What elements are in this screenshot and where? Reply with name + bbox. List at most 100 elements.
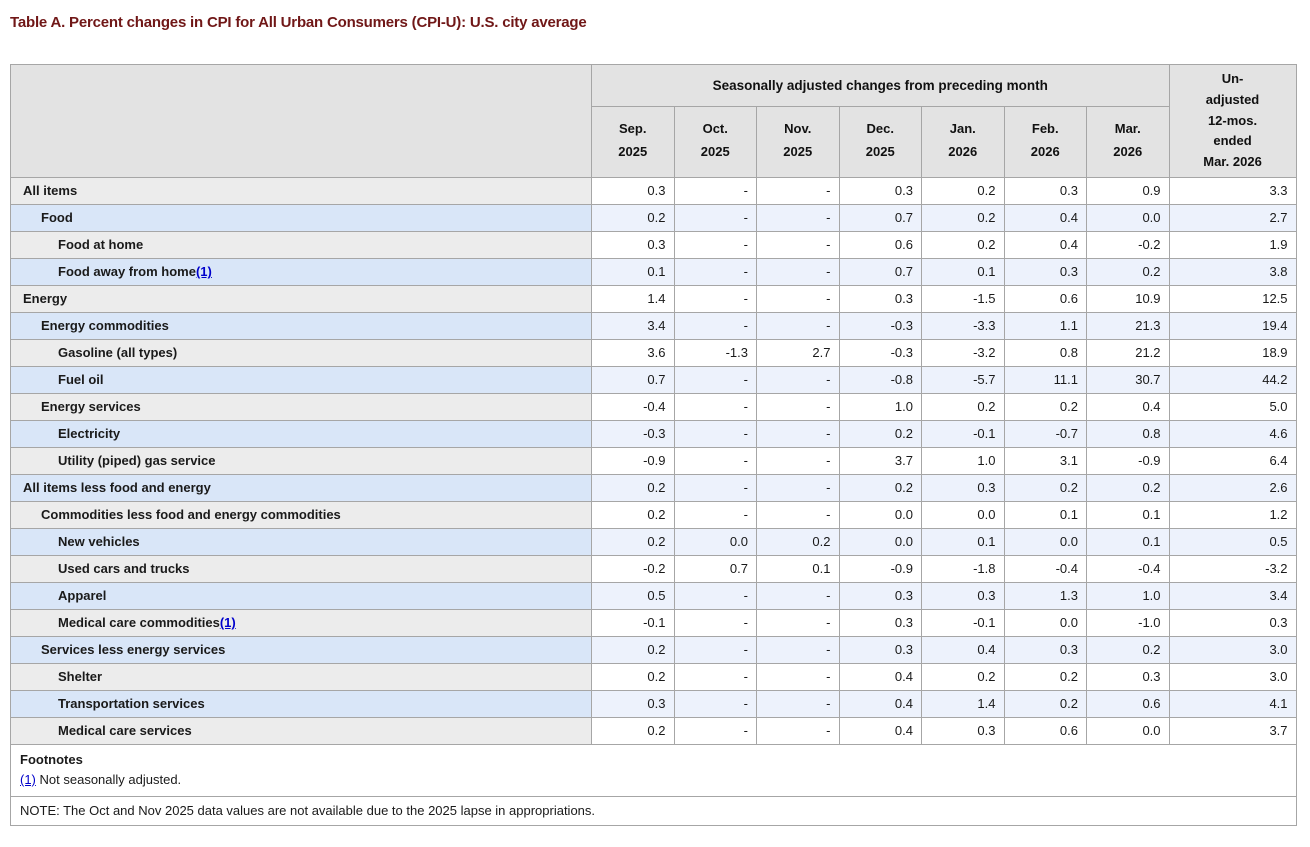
value-cell: - bbox=[673, 284, 757, 313]
column-group-header: Seasonally adjusted changes from precedi… bbox=[591, 63, 1170, 108]
footnote-marker-link[interactable]: (1) bbox=[20, 771, 36, 787]
value-cell: 0.3 bbox=[921, 473, 1005, 502]
value-cell: 3.3 bbox=[1168, 176, 1297, 205]
value-cell: - bbox=[673, 446, 757, 475]
value-cell: 0.2 bbox=[591, 203, 675, 232]
value-cell: 4.1 bbox=[1168, 689, 1297, 718]
value-cell: -0.3 bbox=[591, 419, 675, 448]
value-cell: -0.1 bbox=[921, 608, 1005, 637]
value-cell: 0.2 bbox=[921, 176, 1005, 205]
row-label: Food bbox=[10, 203, 592, 232]
cpi-table: Seasonally adjusted changes from precedi… bbox=[10, 63, 1297, 826]
value-cell: 0.3 bbox=[838, 176, 922, 205]
value-cell: 0.3 bbox=[591, 689, 675, 718]
column-header: Jan. 2026 bbox=[921, 106, 1005, 178]
value-cell: 1.0 bbox=[921, 446, 1005, 475]
value-cell: 0.4 bbox=[838, 716, 922, 745]
value-cell: 0.4 bbox=[921, 635, 1005, 664]
value-cell: 0.3 bbox=[591, 176, 675, 205]
value-cell: -0.2 bbox=[591, 554, 675, 583]
row-label: Food away from home(1) bbox=[10, 257, 592, 286]
table-row: Transportation services 0.3- -0.4 1.4 0.2 0.6… bbox=[10, 689, 1297, 718]
value-cell: - bbox=[756, 473, 840, 502]
value-cell: -0.9 bbox=[591, 446, 675, 475]
table-row: Food at home 0.3- -0.6 0.2 0.4 -0.2 1.9 bbox=[10, 230, 1297, 259]
row-label: Energy commodities bbox=[10, 311, 592, 340]
value-cell: -0.4 bbox=[1003, 554, 1087, 583]
value-cell: 21.2 bbox=[1086, 338, 1170, 367]
value-cell: 0.2 bbox=[591, 473, 675, 502]
value-cell: -0.3 bbox=[838, 311, 922, 340]
value-cell: 1.1 bbox=[1003, 311, 1087, 340]
value-cell: 1.2 bbox=[1168, 500, 1297, 529]
value-cell: 3.0 bbox=[1168, 662, 1297, 691]
value-cell: 0.3 bbox=[838, 608, 922, 637]
column-header: Oct. 2025 bbox=[673, 106, 757, 178]
value-cell: - bbox=[756, 311, 840, 340]
value-cell: 0.9 bbox=[1086, 176, 1170, 205]
value-cell: 21.3 bbox=[1086, 311, 1170, 340]
footnotes-heading: Footnotes bbox=[20, 751, 83, 767]
value-cell: - bbox=[756, 716, 840, 745]
value-cell: 0.3 bbox=[1003, 176, 1087, 205]
value-cell: -0.8 bbox=[838, 365, 922, 394]
column-header: Feb. 2026 bbox=[1003, 106, 1087, 178]
footnotes-section: Footnotes (1) Not seasonally adjusted. bbox=[10, 743, 1297, 797]
value-cell: -0.3 bbox=[838, 338, 922, 367]
row-label: Electricity bbox=[10, 419, 592, 448]
value-cell: 1.9 bbox=[1168, 230, 1297, 259]
value-cell: - bbox=[756, 365, 840, 394]
value-cell: - bbox=[673, 716, 757, 745]
value-cell: -0.2 bbox=[1086, 230, 1170, 259]
table-row: Utility (piped) gas service -0.9- -3.7 1.0 3… bbox=[10, 446, 1297, 475]
value-cell: - bbox=[673, 392, 757, 421]
row-label: Fuel oil bbox=[10, 365, 592, 394]
value-cell: 0.3 bbox=[1003, 257, 1087, 286]
value-cell: 0.2 bbox=[921, 662, 1005, 691]
column-header-unadjusted: Un- adjusted 12-mos. ended Mar. 2026 bbox=[1168, 64, 1297, 178]
value-cell: 0.2 bbox=[1003, 392, 1087, 421]
value-cell: 0.0 bbox=[1086, 716, 1170, 745]
value-cell: 0.4 bbox=[838, 689, 922, 718]
value-cell: 2.7 bbox=[756, 338, 840, 367]
value-cell: 0.1 bbox=[921, 527, 1005, 556]
value-cell: 5.0 bbox=[1168, 392, 1297, 421]
value-cell: 0.1 bbox=[1003, 500, 1087, 529]
footnote-link[interactable]: (1) bbox=[219, 615, 236, 631]
value-cell: 44.2 bbox=[1168, 365, 1297, 394]
row-label: Medical care commodities(1) bbox=[10, 608, 592, 637]
value-cell: - bbox=[673, 689, 757, 718]
table-row: New vehicles 0.2 0.0 0.2 0.0 0.1 0.0 0.1 0.5 bbox=[10, 527, 1297, 556]
value-cell: 0.0 bbox=[1086, 203, 1170, 232]
footnote-link[interactable]: (1) bbox=[195, 264, 212, 280]
value-cell: 0.2 bbox=[921, 392, 1005, 421]
table-row: Commodities less food and energy commodi… bbox=[10, 500, 1297, 529]
value-cell: 0.2 bbox=[591, 527, 675, 556]
corner-cell bbox=[10, 64, 592, 178]
value-cell: 3.4 bbox=[1168, 581, 1297, 610]
row-label: Energy bbox=[10, 284, 592, 313]
table-row: All items less food and energy 0.2- -0.2 0.… bbox=[10, 473, 1297, 502]
value-cell: -0.9 bbox=[838, 554, 922, 583]
table-row: Fuel oil 0.7- - -0.8 -5.7 11.1 30.7 44.2 bbox=[10, 365, 1297, 394]
value-cell: 0.2 bbox=[921, 230, 1005, 259]
row-label: Used cars and trucks bbox=[10, 554, 592, 583]
value-cell: - bbox=[756, 419, 840, 448]
value-cell: 0.1 bbox=[1086, 500, 1170, 529]
value-cell: - bbox=[756, 392, 840, 421]
value-cell: - bbox=[673, 230, 757, 259]
value-cell: - bbox=[673, 176, 757, 205]
value-cell: 1.3 bbox=[1003, 581, 1087, 610]
value-cell: 0.7 bbox=[838, 257, 922, 286]
value-cell: 19.4 bbox=[1168, 311, 1297, 340]
value-cell: -0.4 bbox=[1086, 554, 1170, 583]
value-cell: - bbox=[673, 581, 757, 610]
row-label: Medical care services bbox=[10, 716, 592, 745]
table-header: Seasonally adjusted changes from precedi… bbox=[10, 63, 1297, 178]
value-cell: 0.5 bbox=[591, 581, 675, 610]
footnote-text: Not seasonally adjusted. bbox=[39, 771, 182, 787]
value-cell: 0.3 bbox=[838, 635, 922, 664]
value-cell: - bbox=[756, 176, 840, 205]
value-cell: 0.2 bbox=[1003, 689, 1087, 718]
value-cell: 0.3 bbox=[591, 230, 675, 259]
